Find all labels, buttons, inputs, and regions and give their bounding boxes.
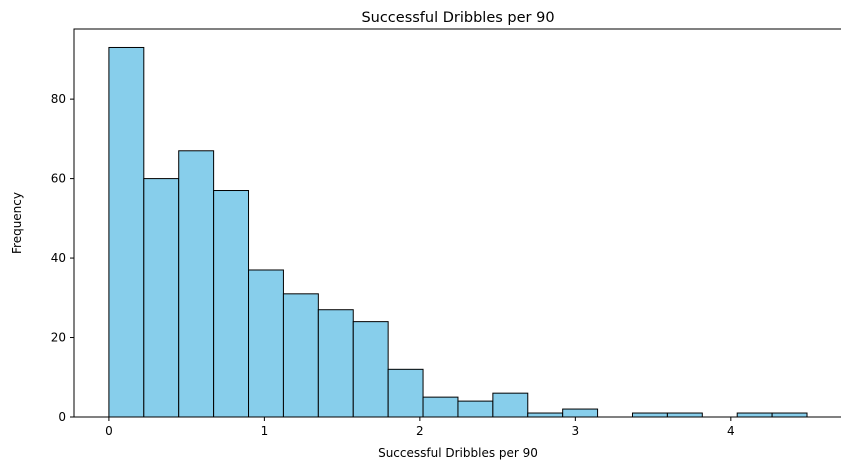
x-axis-label: Successful Dribbles per 90	[378, 446, 538, 460]
y-tick-label: 20	[51, 331, 66, 345]
histogram-bar	[248, 269, 284, 418]
histogram-bar	[666, 412, 703, 418]
histogram-bar	[352, 321, 389, 418]
histogram-bar	[178, 150, 215, 418]
y-tick-label: 80	[51, 92, 66, 106]
x-tick-label: 0	[105, 424, 113, 438]
histogram-bar	[736, 412, 773, 418]
histogram-bar	[562, 408, 599, 418]
plot-frame	[73, 28, 841, 418]
x-tick-label: 3	[572, 424, 580, 438]
histogram-bar	[457, 400, 494, 418]
y-tick-label: 60	[51, 172, 66, 186]
histogram-bar	[527, 412, 564, 418]
y-axis-label: Frequency	[10, 192, 24, 254]
histogram-bar	[143, 178, 180, 418]
histogram-bar	[387, 368, 424, 418]
histogram-bar	[213, 190, 250, 418]
histogram-bar	[317, 309, 354, 418]
x-tick-label: 4	[727, 424, 735, 438]
bars-group	[108, 46, 808, 418]
y-tick-label: 0	[58, 410, 66, 424]
histogram-bar	[771, 412, 808, 418]
x-tick-label: 2	[416, 424, 424, 438]
histogram-bar	[282, 293, 319, 418]
x-tick-label: 1	[261, 424, 269, 438]
y-axis-ticks: 0 20 40 60 80	[51, 92, 74, 424]
chart-title: Successful Dribbles per 90	[361, 10, 554, 26]
x-axis-ticks: 0 1 2 3 4	[105, 417, 735, 438]
histogram-bar	[422, 396, 459, 418]
histogram-bar	[492, 392, 529, 418]
histogram-bar	[631, 412, 668, 418]
y-tick-label: 40	[51, 251, 66, 265]
histogram-bar	[108, 46, 145, 418]
